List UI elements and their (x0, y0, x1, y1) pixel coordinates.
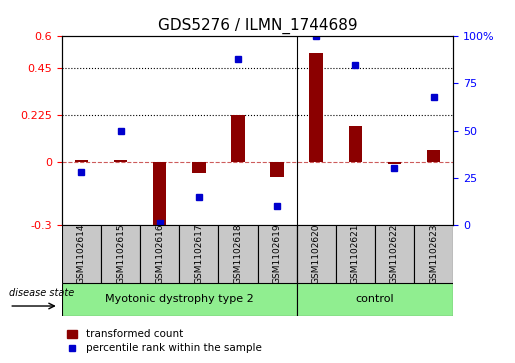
Text: GSM1102616: GSM1102616 (155, 224, 164, 285)
Legend: transformed count, percentile rank within the sample: transformed count, percentile rank withi… (67, 329, 262, 353)
Bar (388, 162, 401, 164)
Bar (310, 53, 323, 162)
Bar (349, 126, 362, 162)
FancyBboxPatch shape (101, 225, 140, 283)
FancyBboxPatch shape (62, 225, 101, 283)
Text: disease state: disease state (9, 288, 75, 298)
Text: GSM1102619: GSM1102619 (272, 224, 282, 285)
FancyBboxPatch shape (62, 283, 297, 316)
Text: GSM1102618: GSM1102618 (233, 224, 243, 285)
Text: GSM1102620: GSM1102620 (312, 224, 321, 284)
FancyBboxPatch shape (140, 225, 179, 283)
FancyBboxPatch shape (336, 225, 375, 283)
Text: GSM1102615: GSM1102615 (116, 224, 125, 285)
Bar (192, 162, 205, 173)
FancyBboxPatch shape (258, 225, 297, 283)
FancyBboxPatch shape (297, 225, 336, 283)
Text: GSM1102614: GSM1102614 (77, 224, 86, 284)
FancyBboxPatch shape (414, 225, 453, 283)
Title: GDS5276 / ILMN_1744689: GDS5276 / ILMN_1744689 (158, 17, 357, 33)
Bar (114, 160, 127, 162)
Text: GSM1102623: GSM1102623 (429, 224, 438, 284)
FancyBboxPatch shape (179, 225, 218, 283)
FancyBboxPatch shape (218, 225, 258, 283)
Bar (75, 160, 88, 162)
Text: Myotonic dystrophy type 2: Myotonic dystrophy type 2 (105, 294, 253, 305)
Text: GSM1102617: GSM1102617 (194, 224, 203, 285)
Bar (427, 150, 440, 162)
FancyBboxPatch shape (297, 283, 453, 316)
FancyBboxPatch shape (375, 225, 414, 283)
Text: GSM1102621: GSM1102621 (351, 224, 360, 284)
Bar (270, 162, 284, 177)
Text: GSM1102622: GSM1102622 (390, 224, 399, 284)
Bar (153, 162, 166, 227)
Text: control: control (355, 294, 394, 305)
Bar (231, 115, 245, 162)
